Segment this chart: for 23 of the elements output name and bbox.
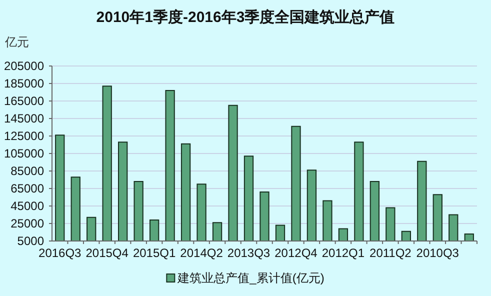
chart-title: 2010年1季度-2016年3季度全国建筑业总产值 <box>96 8 395 26</box>
y-tick-label: 185000 <box>4 76 44 90</box>
x-tick-label: 2013Q3 <box>227 246 270 260</box>
y-tick-label: 5000 <box>17 234 44 248</box>
y-tick-label: 125000 <box>4 129 44 143</box>
y-tick-label: 65000 <box>10 182 44 196</box>
y-axis-title: 亿元 <box>4 35 29 49</box>
x-tick-label: 2015Q1 <box>132 246 176 260</box>
y-tick-label: 205000 <box>4 59 44 73</box>
y-tick-label: 165000 <box>4 94 44 108</box>
y-tick-label: 145000 <box>4 112 44 126</box>
y-tick-label: 25000 <box>10 216 44 230</box>
y-tick-label: 105000 <box>4 146 44 160</box>
y-tick-label: 85000 <box>10 164 44 178</box>
x-tick-label: 2014Q2 <box>180 246 224 260</box>
x-tick-label: 2010Q3 <box>416 246 460 260</box>
legend-label: 建筑业总产值_累计值(亿元) <box>176 271 324 285</box>
x-tick-label: 2012Q1 <box>322 246 365 260</box>
x-tick-label: 2016Q3 <box>38 246 82 260</box>
x-tick-label: 2011Q2 <box>370 246 412 260</box>
x-tick-label: 2012Q4 <box>274 246 318 260</box>
x-tick-label: 2015Q4 <box>86 246 129 260</box>
y-tick-label: 45000 <box>10 199 44 213</box>
